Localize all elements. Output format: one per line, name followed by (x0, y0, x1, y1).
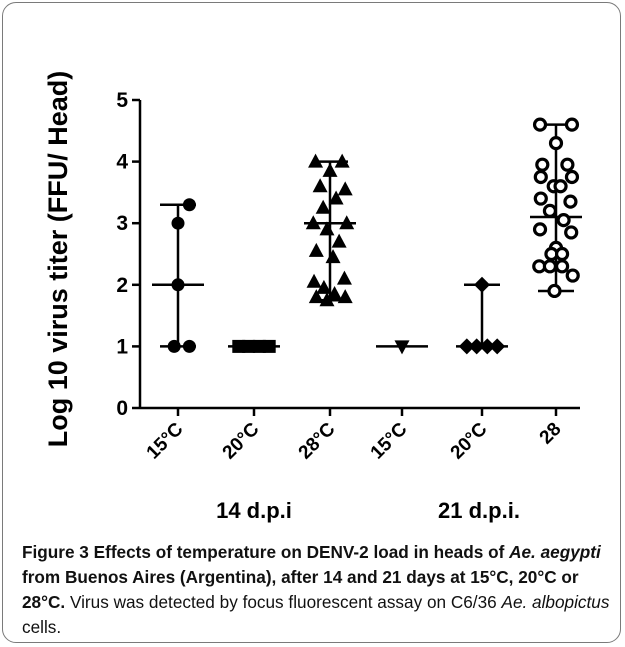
caption-bold-2: from Buenos Aires (Argentina), after 14 … (22, 567, 579, 612)
axes: 0 1 2 3 4 5 (116, 89, 580, 420)
data-point (315, 199, 331, 214)
data-point (547, 283, 562, 299)
data-point (564, 169, 580, 185)
x-tick-label: 28 (536, 419, 566, 449)
data-point (171, 278, 185, 292)
data-point (305, 215, 321, 230)
data-point (327, 286, 343, 301)
data-point (322, 162, 338, 177)
data-point (553, 179, 568, 194)
y-tick-label: 5 (116, 89, 128, 112)
data-point (319, 292, 335, 307)
figure-caption: Figure 3 Effects of temperature on DENV-… (22, 540, 612, 640)
data-point (312, 178, 328, 193)
x-tick-label: 20°C (447, 418, 492, 463)
data-marks (152, 117, 582, 355)
data-point (468, 338, 485, 355)
caption-text-2: cells. (22, 617, 62, 637)
scatter-chart: Log 10 virus titer (FFU/ Head) 0 1 2 3 4 5 15… (43, 71, 582, 523)
data-point (548, 136, 564, 151)
data-point (554, 259, 570, 274)
caption-bold-italic: Ae. aegypti (509, 542, 601, 562)
group-labels: 14 d.p.i 21 d.p.i. (216, 498, 520, 523)
data-point (171, 216, 185, 230)
data-point (542, 259, 558, 274)
data-point (556, 213, 571, 228)
data-point (308, 153, 324, 168)
data-point (479, 338, 496, 355)
data-point (262, 339, 276, 353)
data-point (242, 339, 256, 353)
data-point (182, 339, 196, 353)
data-point (232, 339, 246, 353)
data-point (337, 289, 353, 304)
caption-italic: Ae. albopictus (501, 592, 610, 612)
data-point (331, 233, 347, 248)
data-point (339, 215, 355, 230)
y-tick-label: 3 (116, 212, 128, 235)
data-point (328, 190, 344, 205)
data-point (542, 203, 558, 218)
data-point (554, 246, 570, 262)
x-tick-label: 15°C (143, 418, 188, 463)
data-point (336, 270, 352, 285)
y-tick-label: 2 (116, 274, 128, 297)
data-point (535, 157, 550, 172)
data-point (564, 225, 579, 240)
data-point (533, 169, 548, 185)
data-point (325, 249, 341, 264)
data-point (252, 339, 266, 353)
data-point (564, 117, 580, 132)
y-tick-label: 0 (116, 397, 128, 420)
y-tick-label: 1 (116, 335, 128, 358)
caption-text: Virus was detected by focus fluorescent … (65, 592, 502, 612)
data-point (474, 276, 490, 293)
y-axis-label: Log 10 virus titer (FFU/ Head) (43, 71, 73, 448)
data-point (308, 242, 324, 257)
data-point (334, 153, 350, 168)
data-point (337, 181, 353, 196)
data-point (308, 289, 324, 304)
data-point (182, 198, 196, 212)
x-tick-labels: 15°C 20°C 28°C 15°C 20°C 28 (143, 418, 566, 463)
x-tick-label: 28°C (295, 418, 340, 463)
data-point (532, 117, 548, 132)
data-point (489, 338, 506, 355)
data-point (316, 279, 332, 294)
data-point (394, 340, 410, 355)
data-point (560, 157, 575, 172)
group-label: 21 d.p.i. (438, 498, 520, 523)
data-point (306, 273, 322, 288)
group-label: 14 d.p.i (216, 498, 292, 523)
data-point (533, 191, 548, 206)
data-point (563, 194, 578, 209)
data-point (319, 221, 335, 236)
x-tick-label: 15°C (367, 418, 412, 463)
x-tick-label: 20°C (219, 418, 264, 463)
y-tick-label: 4 (116, 151, 128, 174)
data-point (532, 222, 548, 237)
data-point (167, 339, 181, 353)
data-point (565, 268, 580, 283)
caption-bold: Figure 3 Effects of temperature on DENV-… (22, 542, 510, 562)
data-point (458, 338, 475, 355)
